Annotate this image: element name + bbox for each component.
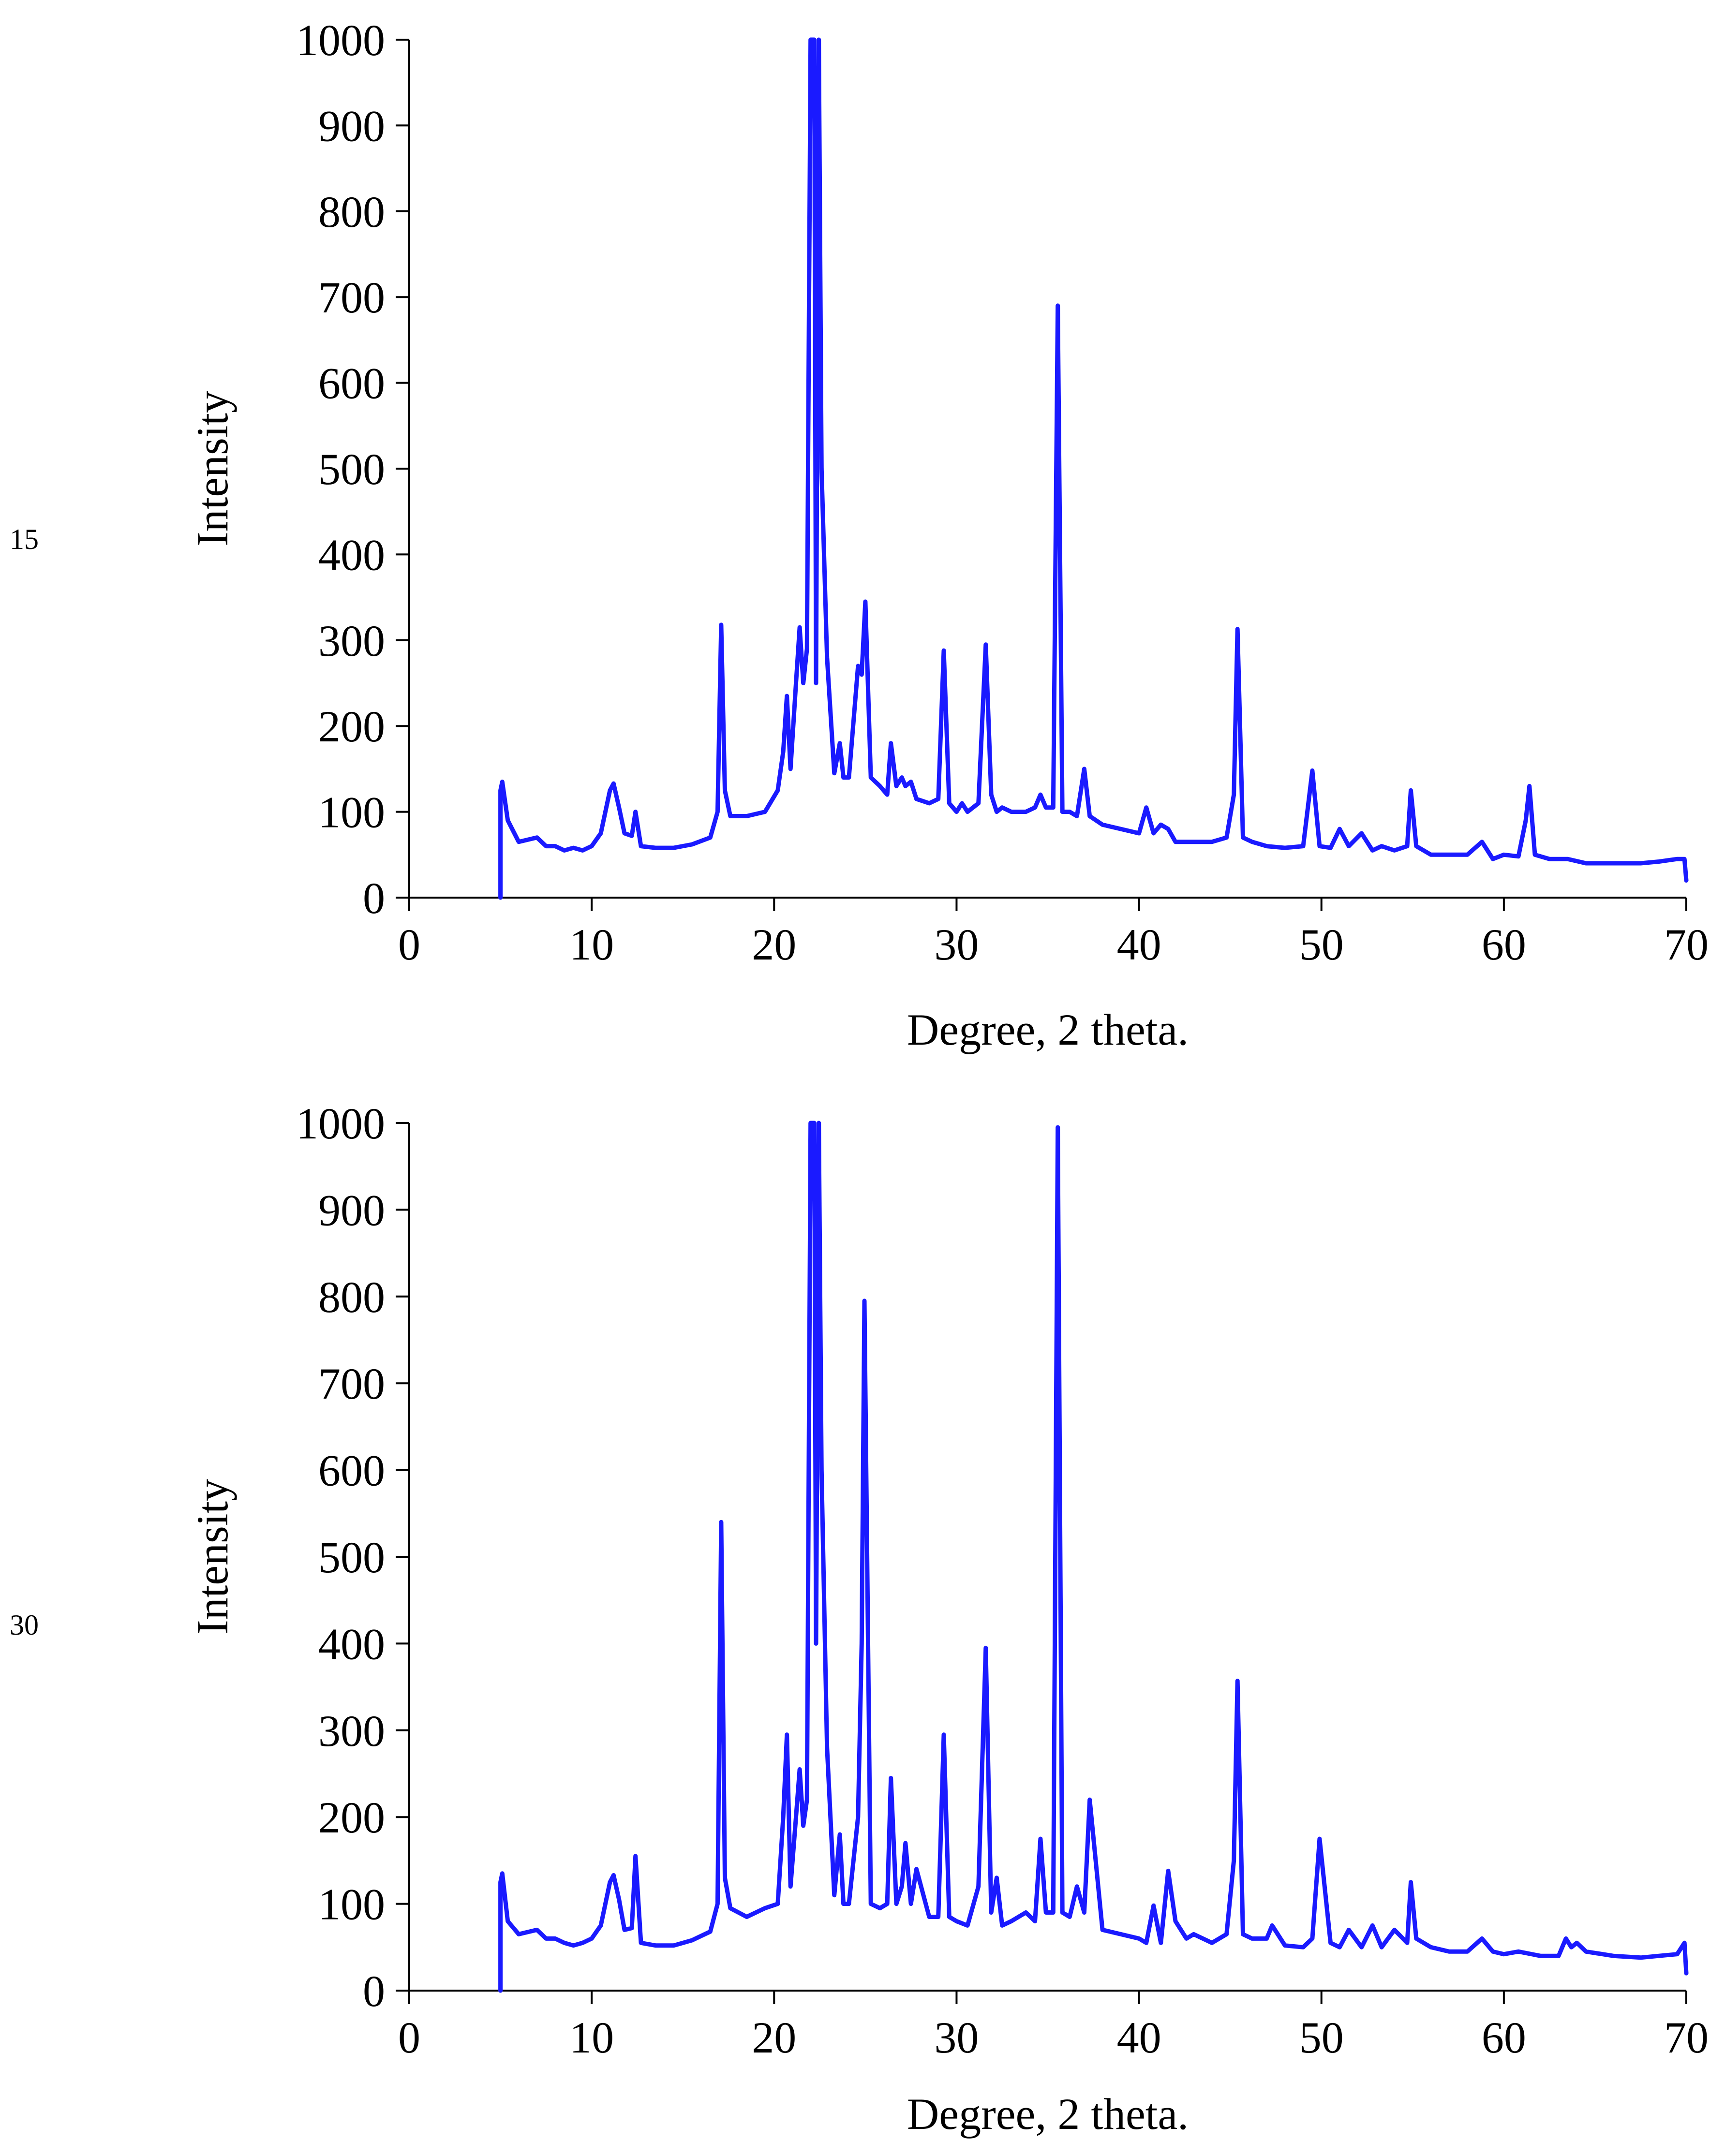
x-axis-title: Degree, 2 theta. <box>907 2089 1189 2139</box>
y-tick-label: 800 <box>318 187 385 236</box>
y-tick-label: 300 <box>318 616 385 665</box>
y-tick-label: 100 <box>318 1880 385 1929</box>
panel-label: 15 <box>10 523 39 555</box>
x-tick-label: 50 <box>1299 920 1344 969</box>
x-tick-label: 30 <box>934 2013 979 2062</box>
series-line-15 <box>498 37 1689 900</box>
y-axis-title: Intensity <box>188 1479 237 1635</box>
y-tick-label: 0 <box>363 1966 385 2016</box>
y-tick-label: 1000 <box>296 15 385 65</box>
x-tick-label: 30 <box>934 920 979 969</box>
x-tick-label: 20 <box>752 2013 796 2062</box>
y-tick-label: 700 <box>318 273 385 322</box>
x-tick-label: 70 <box>1664 920 1709 969</box>
y-tick-label: 500 <box>318 444 385 494</box>
y-tick-label: 400 <box>318 530 385 579</box>
panel-label: 30 <box>10 1609 39 1641</box>
x-tick-label: 20 <box>752 920 796 969</box>
y-tick-label: 900 <box>318 101 385 150</box>
y-tick-label: 0 <box>363 873 385 923</box>
series-line-30 <box>498 1121 1689 1993</box>
y-tick-label: 400 <box>318 1619 385 1669</box>
x-axis-title: Degree, 2 theta. <box>907 1005 1189 1054</box>
y-tick-label: 500 <box>318 1533 385 1582</box>
x-tick-label: 40 <box>1117 920 1161 969</box>
x-tick-label: 10 <box>569 920 614 969</box>
x-tick-label: 60 <box>1482 2013 1526 2062</box>
x-tick-label: 60 <box>1482 920 1526 969</box>
chart-panel-15: 15 0 100 200 300 400 500 600 700 800 900 1000 0 10 20 3… <box>10 15 1709 1054</box>
x-tick-label: 0 <box>398 2013 420 2062</box>
y-tick-label: 200 <box>318 702 385 751</box>
x-tick-label: 10 <box>569 2013 614 2062</box>
y-tick-label: 600 <box>318 359 385 408</box>
y-axis-title: Intensity <box>188 391 237 546</box>
x-tick-label: 40 <box>1117 2013 1161 2062</box>
x-tick-label: 0 <box>398 920 420 969</box>
y-tick-label: 700 <box>318 1359 385 1408</box>
y-tick-label: 800 <box>318 1272 385 1322</box>
y-tick-label: 900 <box>318 1185 385 1235</box>
y-tick-label: 600 <box>318 1446 385 1495</box>
y-tick-label: 200 <box>318 1793 385 1842</box>
x-tick-label: 50 <box>1299 2013 1344 2062</box>
x-tick-label: 70 <box>1664 2013 1709 2062</box>
y-tick-label: 100 <box>318 788 385 837</box>
y-tick-label: 300 <box>318 1706 385 1756</box>
y-tick-label: 1000 <box>296 1099 385 1148</box>
